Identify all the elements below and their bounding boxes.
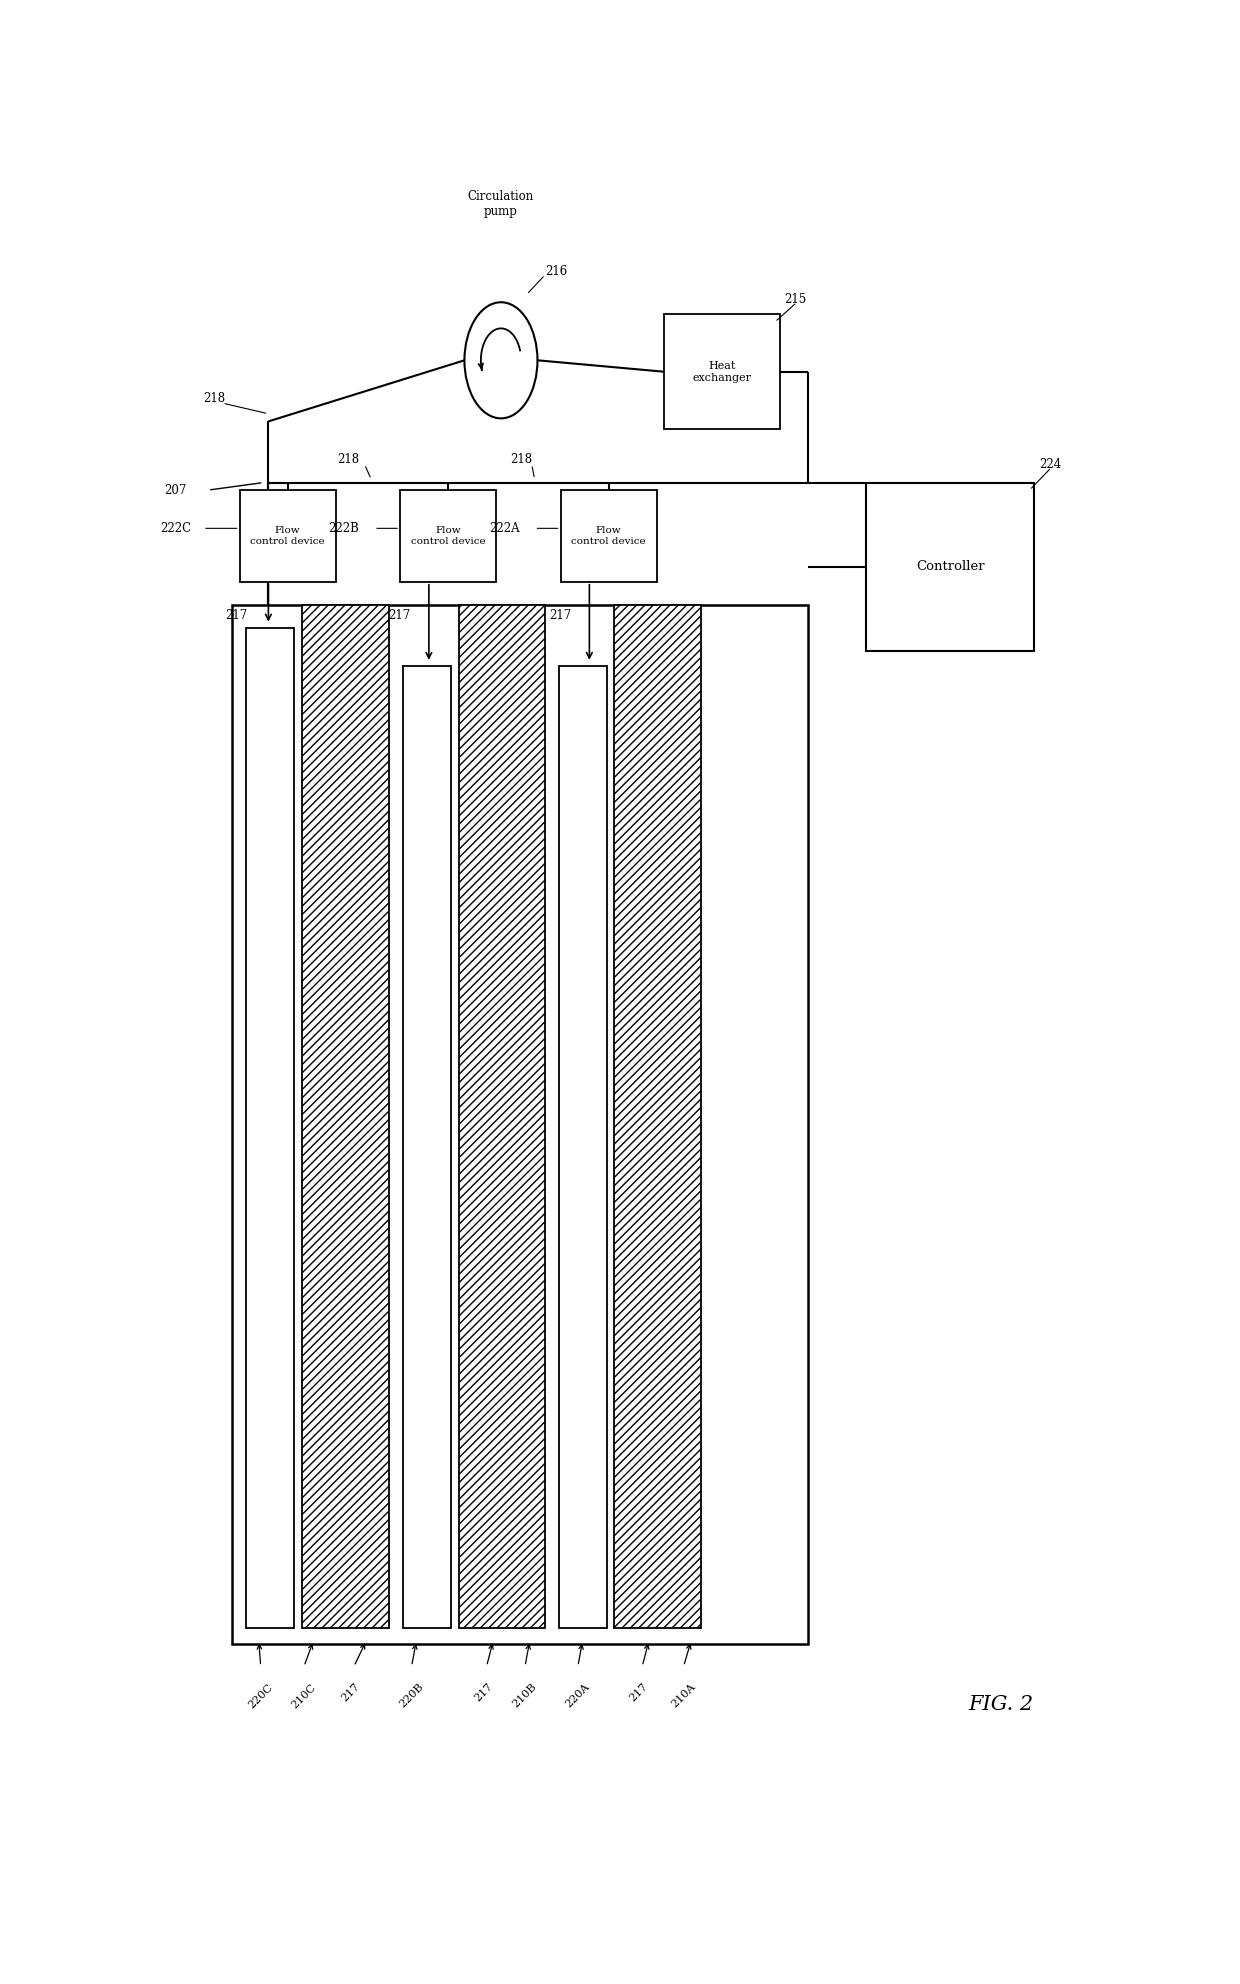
- Text: 217: 217: [472, 1682, 495, 1704]
- Text: 220B: 220B: [397, 1682, 425, 1710]
- Text: FIG. 2: FIG. 2: [968, 1694, 1033, 1714]
- Text: 220C: 220C: [247, 1682, 274, 1710]
- Bar: [239, 490, 336, 581]
- Text: Flow
control device: Flow control device: [250, 526, 325, 546]
- Text: 224: 224: [1039, 458, 1061, 470]
- Text: 210C: 210C: [290, 1682, 317, 1710]
- Text: 222A: 222A: [490, 522, 520, 536]
- Text: 222B: 222B: [327, 522, 358, 536]
- Circle shape: [465, 302, 537, 419]
- Text: 218: 218: [337, 452, 360, 466]
- Text: Controller: Controller: [916, 559, 985, 573]
- Bar: [866, 482, 1034, 651]
- Text: Circulation
pump: Circulation pump: [467, 190, 534, 218]
- Bar: [614, 605, 701, 1629]
- Bar: [558, 667, 606, 1629]
- Bar: [232, 605, 808, 1643]
- Bar: [403, 667, 451, 1629]
- Text: 218: 218: [511, 452, 533, 466]
- Bar: [303, 605, 388, 1629]
- Text: 220A: 220A: [563, 1682, 591, 1710]
- Bar: [665, 313, 780, 429]
- Text: Flow
control device: Flow control device: [572, 526, 646, 546]
- Text: 207: 207: [165, 484, 187, 496]
- Text: 210B: 210B: [511, 1682, 538, 1710]
- Text: 217: 217: [549, 609, 572, 621]
- Text: 222C: 222C: [160, 522, 191, 536]
- Bar: [560, 490, 657, 581]
- Text: 217: 217: [388, 609, 410, 621]
- Bar: [401, 490, 496, 581]
- Text: Heat
exchanger: Heat exchanger: [692, 361, 751, 383]
- Bar: [459, 605, 546, 1629]
- Text: 217: 217: [226, 609, 248, 621]
- Text: 217: 217: [627, 1682, 650, 1704]
- Text: 217: 217: [340, 1682, 362, 1704]
- Text: 218: 218: [203, 393, 226, 405]
- Text: Flow
control device: Flow control device: [410, 526, 485, 546]
- Text: 210A: 210A: [670, 1682, 697, 1710]
- Bar: [247, 627, 294, 1629]
- Text: 215: 215: [785, 294, 807, 306]
- Text: 216: 216: [546, 266, 568, 278]
